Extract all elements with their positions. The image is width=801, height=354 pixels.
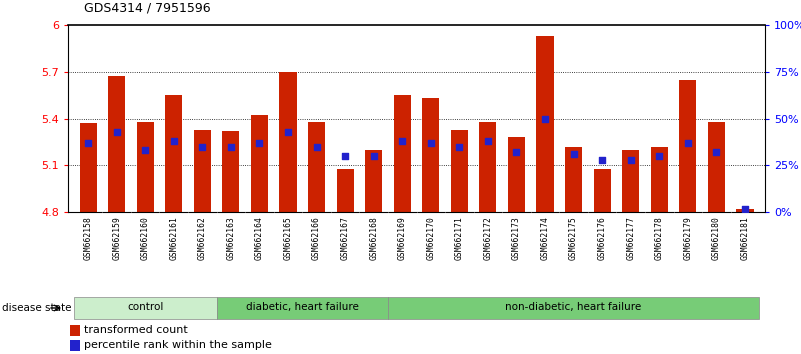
Point: [167, 138, 180, 144]
Bar: [537, 36, 553, 212]
Text: GSM662168: GSM662168: [369, 217, 378, 261]
Text: GSM662165: GSM662165: [284, 217, 292, 261]
FancyBboxPatch shape: [74, 297, 216, 319]
Text: GSM662164: GSM662164: [255, 217, 264, 261]
Point: [425, 140, 437, 146]
Point: [282, 129, 295, 135]
Text: GSM662177: GSM662177: [626, 217, 635, 261]
Bar: [108, 76, 125, 212]
Point: [111, 129, 123, 135]
Bar: [137, 122, 154, 212]
Bar: [251, 115, 268, 212]
Bar: [422, 98, 440, 212]
Text: GSM662162: GSM662162: [198, 217, 207, 261]
Text: GSM662173: GSM662173: [512, 217, 521, 261]
Point: [538, 116, 551, 121]
Bar: [565, 147, 582, 212]
Point: [453, 144, 465, 149]
Point: [624, 157, 637, 163]
Text: diabetic, heart failure: diabetic, heart failure: [246, 302, 359, 313]
Text: GSM662174: GSM662174: [541, 217, 549, 261]
Text: GSM662160: GSM662160: [141, 217, 150, 261]
Point: [224, 144, 237, 149]
Text: disease state: disease state: [2, 303, 72, 313]
Point: [596, 157, 609, 163]
Bar: [70, 325, 80, 336]
Bar: [594, 169, 610, 212]
Bar: [508, 137, 525, 212]
Bar: [708, 122, 725, 212]
Point: [710, 149, 723, 155]
Bar: [365, 150, 382, 212]
Text: GSM662159: GSM662159: [112, 217, 121, 261]
Text: GSM662166: GSM662166: [312, 217, 321, 261]
Text: GSM662167: GSM662167: [340, 217, 349, 261]
Text: GSM662179: GSM662179: [683, 217, 692, 261]
Text: GSM662169: GSM662169: [398, 217, 407, 261]
Text: percentile rank within the sample: percentile rank within the sample: [84, 340, 272, 350]
Bar: [79, 123, 97, 212]
Bar: [70, 340, 80, 351]
FancyBboxPatch shape: [388, 297, 759, 319]
Point: [481, 138, 494, 144]
Bar: [393, 95, 411, 212]
Point: [253, 140, 266, 146]
Bar: [622, 150, 639, 212]
Bar: [194, 130, 211, 212]
Text: GSM662181: GSM662181: [740, 217, 750, 261]
Bar: [280, 72, 296, 212]
Text: GSM662170: GSM662170: [426, 217, 435, 261]
Point: [82, 140, 95, 146]
Text: GSM662176: GSM662176: [598, 217, 606, 261]
Point: [196, 144, 209, 149]
Text: GSM662175: GSM662175: [569, 217, 578, 261]
Point: [682, 140, 694, 146]
Text: GSM662172: GSM662172: [484, 217, 493, 261]
Text: GSM662180: GSM662180: [712, 217, 721, 261]
Text: non-diabetic, heart failure: non-diabetic, heart failure: [505, 302, 642, 313]
Text: control: control: [127, 302, 163, 313]
Text: GSM662158: GSM662158: [83, 217, 93, 261]
Bar: [479, 122, 497, 212]
Point: [339, 153, 352, 159]
Text: GDS4314 / 7951596: GDS4314 / 7951596: [84, 1, 211, 14]
Text: GSM662161: GSM662161: [169, 217, 179, 261]
Bar: [165, 95, 183, 212]
Text: GSM662163: GSM662163: [227, 217, 235, 261]
Text: GSM662178: GSM662178: [654, 217, 664, 261]
Point: [653, 153, 666, 159]
Point: [739, 206, 751, 211]
Point: [368, 153, 380, 159]
Point: [510, 149, 523, 155]
Point: [396, 138, 409, 144]
Point: [310, 144, 323, 149]
Point: [567, 152, 580, 157]
Bar: [736, 209, 754, 212]
FancyBboxPatch shape: [216, 297, 388, 319]
Text: GSM662171: GSM662171: [455, 217, 464, 261]
Bar: [223, 131, 239, 212]
Bar: [451, 130, 468, 212]
Bar: [336, 169, 354, 212]
Bar: [308, 122, 325, 212]
Bar: [650, 147, 668, 212]
Text: transformed count: transformed count: [84, 325, 187, 335]
Bar: [679, 80, 696, 212]
Point: [139, 148, 151, 153]
